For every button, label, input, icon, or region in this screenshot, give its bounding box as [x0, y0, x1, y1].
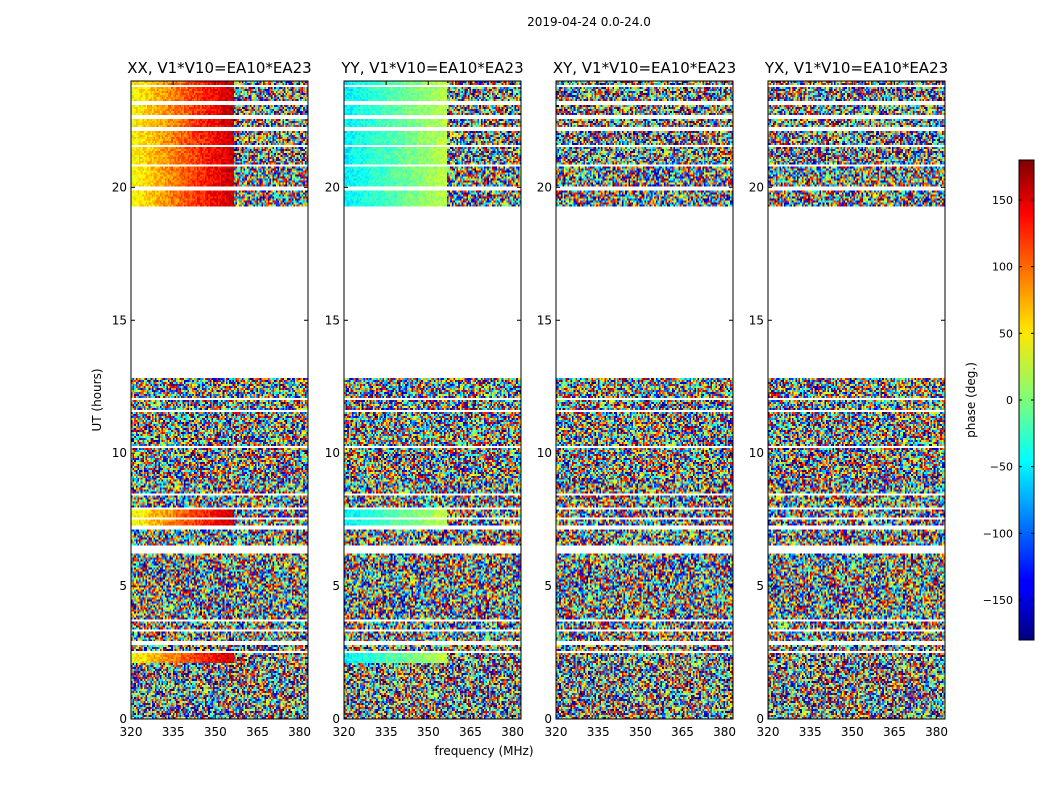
x-tick-label: 335 [162, 725, 185, 739]
x-tick-label: 380 [501, 725, 524, 739]
colorbar-tick-label: −100 [983, 527, 1013, 540]
y-tick-label: 20 [112, 180, 127, 194]
colorbar-label: phase (deg.) [964, 362, 978, 438]
figure-title: 2019-04-24 0.0-24.0 [527, 15, 651, 29]
y-tick-label: 15 [325, 313, 340, 327]
x-tick-label: 365 [671, 725, 694, 739]
y-tick-label: 10 [112, 446, 127, 460]
x-axis-label: frequency (MHz) [434, 744, 533, 758]
x-tick-label: 335 [375, 725, 398, 739]
y-tick-label: 10 [749, 446, 764, 460]
x-tick-label: 335 [799, 725, 822, 739]
x-tick-label: 380 [288, 725, 311, 739]
y-tick-label: 0 [544, 712, 552, 726]
y-tick-label: 0 [756, 712, 764, 726]
panel-frame [555, 80, 734, 720]
x-tick-label: 350 [417, 725, 440, 739]
colorbar-tick-label: 50 [999, 327, 1013, 340]
heatmap-image-xy [556, 81, 733, 719]
x-tick-label: 350 [629, 725, 652, 739]
heatmap-image-xx [131, 81, 308, 719]
y-tick-label: 5 [544, 579, 552, 593]
panel-title: XY, V1*V10=EA10*EA23 [553, 59, 736, 77]
y-tick-label: 15 [112, 313, 127, 327]
panel-title: YX, V1*V10=EA10*EA23 [764, 59, 948, 77]
y-tick-label: 5 [119, 579, 127, 593]
panel-frame [343, 80, 522, 720]
y-tick-label: 15 [537, 313, 552, 327]
x-tick-label: 350 [841, 725, 864, 739]
x-tick-label: 365 [459, 725, 482, 739]
x-tick-label: 335 [587, 725, 610, 739]
x-tick-label: 350 [204, 725, 227, 739]
x-tick-label: 380 [713, 725, 736, 739]
panel-xy: XY, V1*V10=EA10*EA23 320 335 350 365 380 0 5 10 1… [537, 59, 736, 739]
panel-frame [130, 80, 309, 720]
colorbar-tick-label: 150 [992, 194, 1013, 207]
x-tick-label: 380 [925, 725, 948, 739]
heatmap-image-yy [344, 81, 521, 719]
panel-yx: YX, V1*V10=EA10*EA23 320 335 350 365 380 0 5 10 1… [749, 59, 948, 739]
panel-title: XX, V1*V10=EA10*EA23 [127, 59, 311, 77]
panel-title: YY, V1*V10=EA10*EA23 [340, 59, 523, 77]
x-tick-label: 320 [120, 725, 143, 739]
y-tick-label: 10 [537, 446, 552, 460]
y-tick-label: 5 [332, 579, 340, 593]
x-tick-label: 365 [246, 725, 269, 739]
panel-frame [767, 80, 946, 720]
colorbar-tick-label: 100 [992, 261, 1013, 274]
panel-xx: XX, V1*V10=EA10*EA23 320 335 350 365 380 0 5 10 1… [112, 59, 312, 739]
y-tick-label: 20 [537, 180, 552, 194]
colorbar-tick-label: −50 [990, 461, 1013, 474]
y-tick-label: 5 [756, 579, 764, 593]
colorbar-tick-label: −150 [983, 594, 1013, 607]
y-tick-label: 0 [119, 712, 127, 726]
colorbar: −150 −100 −50 0 50 100 150 phase (deg.) [964, 159, 1035, 641]
x-tick-label: 320 [757, 725, 780, 739]
x-tick-label: 320 [333, 725, 356, 739]
y-tick-label: 0 [332, 712, 340, 726]
y-tick-label: 15 [749, 313, 764, 327]
y-tick-label: 20 [325, 180, 340, 194]
panel-yy: YY, V1*V10=EA10*EA23 320 335 350 365 380 0 5 10 1… [325, 59, 524, 739]
x-tick-label: 365 [883, 725, 906, 739]
y-axis-label: UT (hours) [90, 368, 104, 431]
x-tick-label: 320 [545, 725, 568, 739]
colorbar-tick-label: 0 [1006, 394, 1013, 407]
heatmap-image-yx [768, 81, 945, 719]
y-tick-label: 10 [325, 446, 340, 460]
y-tick-label: 20 [749, 180, 764, 194]
